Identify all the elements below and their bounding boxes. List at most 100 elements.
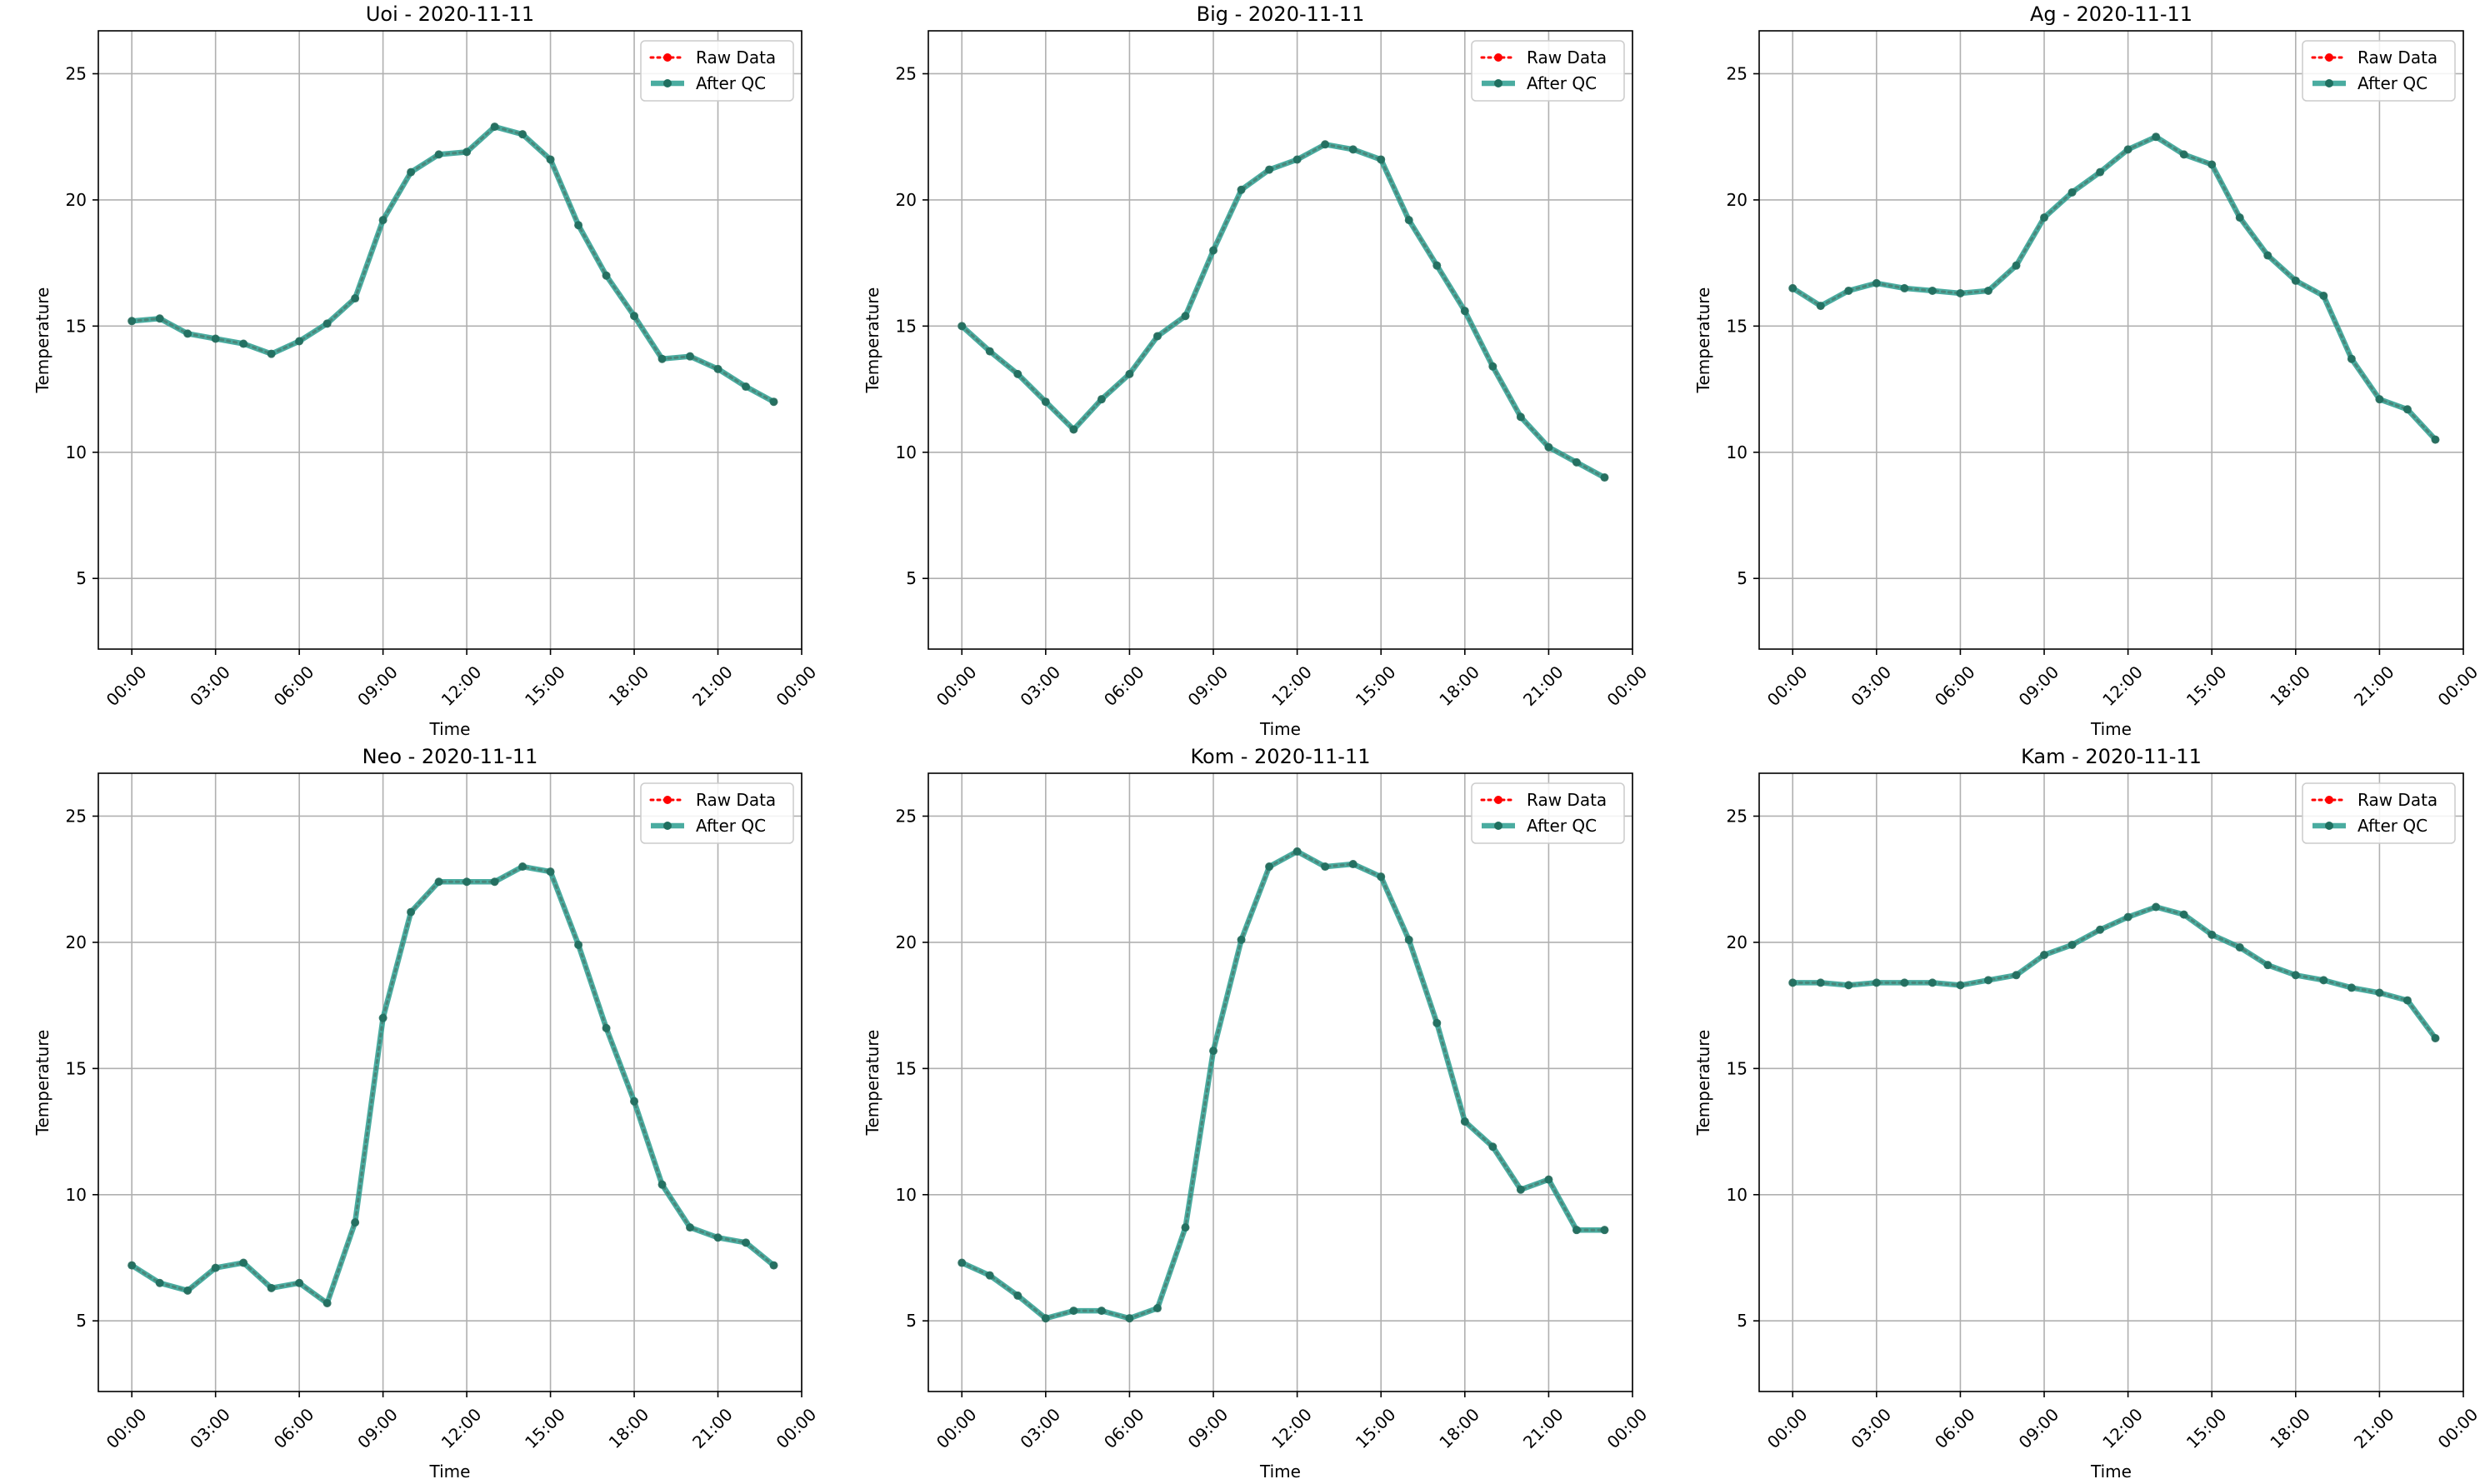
data-point-qc	[2375, 988, 2384, 997]
data-point-qc	[686, 1223, 695, 1232]
x-axis-label: Time	[1259, 719, 1301, 739]
x-tick-label: 15:00	[521, 662, 569, 710]
y-tick-label: 10	[66, 1185, 87, 1205]
data-point-qc	[1404, 935, 1413, 944]
data-point-qc	[630, 1097, 639, 1106]
y-tick-label: 25	[66, 63, 87, 83]
data-point-qc	[1788, 978, 1798, 987]
y-tick-label: 20	[896, 190, 917, 210]
x-tick-label: 12:00	[2098, 662, 2147, 710]
x-tick-label: 09:00	[1184, 1404, 1232, 1452]
y-axis-label: Temperature	[32, 1030, 52, 1137]
x-tick-label: 12:00	[1268, 662, 1316, 710]
x-tick-label: 00:00	[772, 1404, 821, 1452]
data-point-qc	[1844, 286, 1853, 295]
data-point-qc	[155, 314, 164, 323]
x-tick-label: 09:00	[2015, 1404, 2063, 1452]
data-point-qc	[958, 1258, 967, 1267]
data-point-qc	[1488, 362, 1498, 371]
x-axis-label: Time	[2090, 1462, 2132, 1482]
x-tick-label: 06:00	[1931, 1404, 1979, 1452]
legend-label: Raw Data	[696, 790, 776, 810]
data-point-qc	[518, 130, 528, 139]
y-tick-label: 5	[1737, 1311, 1748, 1331]
data-point-qc	[2263, 251, 2272, 260]
x-tick-label: 03:00	[1847, 1404, 1895, 1452]
data-point-qc	[1928, 978, 1937, 987]
data-point-qc	[1348, 145, 1358, 154]
x-tick-label: 18:00	[2266, 662, 2314, 710]
data-point-qc	[2068, 187, 2077, 197]
data-point-qc	[267, 349, 276, 358]
data-point-qc	[574, 221, 583, 230]
x-tick-label: 00:00	[2434, 1404, 2482, 1452]
data-point-qc	[2040, 951, 2049, 960]
data-point-qc	[1377, 155, 1386, 164]
y-tick-label: 20	[66, 932, 87, 952]
data-point-qc	[1321, 140, 1330, 149]
x-axis-label: Time	[429, 1462, 471, 1482]
chart-title: Uoi - 2020-11-11	[366, 2, 534, 26]
legend-label: After QC	[1527, 73, 1597, 93]
chart-title: Kom - 2020-11-11	[1191, 745, 1371, 768]
data-point-qc	[1844, 981, 1853, 990]
x-tick-label: 12:00	[2098, 1404, 2147, 1452]
data-point-qc	[155, 1278, 164, 1287]
y-tick-label: 10	[1727, 1185, 1748, 1205]
data-point-qc	[546, 155, 555, 164]
x-tick-label: 21:00	[688, 662, 737, 710]
data-point-qc	[658, 1180, 667, 1189]
y-axis-label: Temperature	[1693, 287, 1713, 394]
legend-marker-raw-data	[663, 53, 672, 62]
data-point-qc	[1013, 369, 1022, 378]
legend-marker-raw-data	[663, 796, 672, 804]
x-tick-label: 12:00	[438, 1404, 486, 1452]
x-tick-label: 00:00	[772, 662, 821, 710]
x-tick-label: 21:00	[2350, 1404, 2398, 1452]
data-point-qc	[546, 867, 555, 877]
x-tick-label: 03:00	[186, 1404, 234, 1452]
data-point-qc	[1572, 1226, 1581, 1235]
legend-label: After QC	[1527, 816, 1597, 836]
series-line-after-qc	[128, 123, 777, 405]
axes-frame	[928, 30, 1633, 650]
data-point-qc	[602, 271, 611, 280]
data-point-qc	[267, 1283, 276, 1292]
data-point-qc	[211, 334, 220, 343]
y-tick-label: 20	[66, 190, 87, 210]
legend-label: After QC	[2358, 816, 2428, 836]
legend-marker-after-qc	[2325, 822, 2333, 830]
data-point-qc	[1432, 261, 1442, 270]
x-tick-label: 18:00	[605, 662, 653, 710]
data-point-qc	[128, 317, 137, 326]
data-point-qc	[351, 1218, 360, 1227]
data-point-qc	[351, 294, 360, 303]
y-tick-label: 15	[1727, 1058, 1748, 1078]
data-point-qc	[2096, 167, 2105, 177]
data-point-qc	[1983, 286, 1992, 295]
data-point-qc	[985, 347, 994, 356]
data-point-qc	[2235, 213, 2244, 222]
y-tick-label: 15	[66, 316, 87, 336]
chart-panel-5: 00:00 03:00 06:00 09:00 12:00 15:00 18:00 21:00…	[862, 745, 1651, 1482]
x-tick-label: 00:00	[1763, 662, 1812, 710]
y-tick-label: 5	[76, 568, 87, 588]
series-line-after-qc	[1789, 904, 2438, 1042]
data-point-qc	[1816, 978, 1825, 987]
data-point-qc	[1069, 1307, 1078, 1316]
data-point-qc	[2402, 405, 2412, 414]
y-tick-label: 25	[896, 806, 917, 826]
data-point-qc	[295, 1278, 304, 1287]
data-point-qc	[1181, 1223, 1190, 1232]
data-point-qc	[630, 312, 639, 321]
x-tick-label: 18:00	[605, 1404, 653, 1452]
plot-area	[928, 31, 1632, 649]
data-point-qc	[1600, 473, 1609, 482]
data-point-qc	[322, 1299, 332, 1307]
legend-marker-after-qc	[663, 822, 672, 830]
data-point-qc	[1404, 216, 1413, 225]
chart-title: Neo - 2020-11-11	[362, 745, 538, 768]
data-point-qc	[378, 1013, 388, 1022]
data-point-qc	[2263, 961, 2272, 970]
chart-panel-3: 00:00 03:00 06:00 09:00 12:00 15:00 18:00 21:00…	[1693, 2, 2482, 739]
